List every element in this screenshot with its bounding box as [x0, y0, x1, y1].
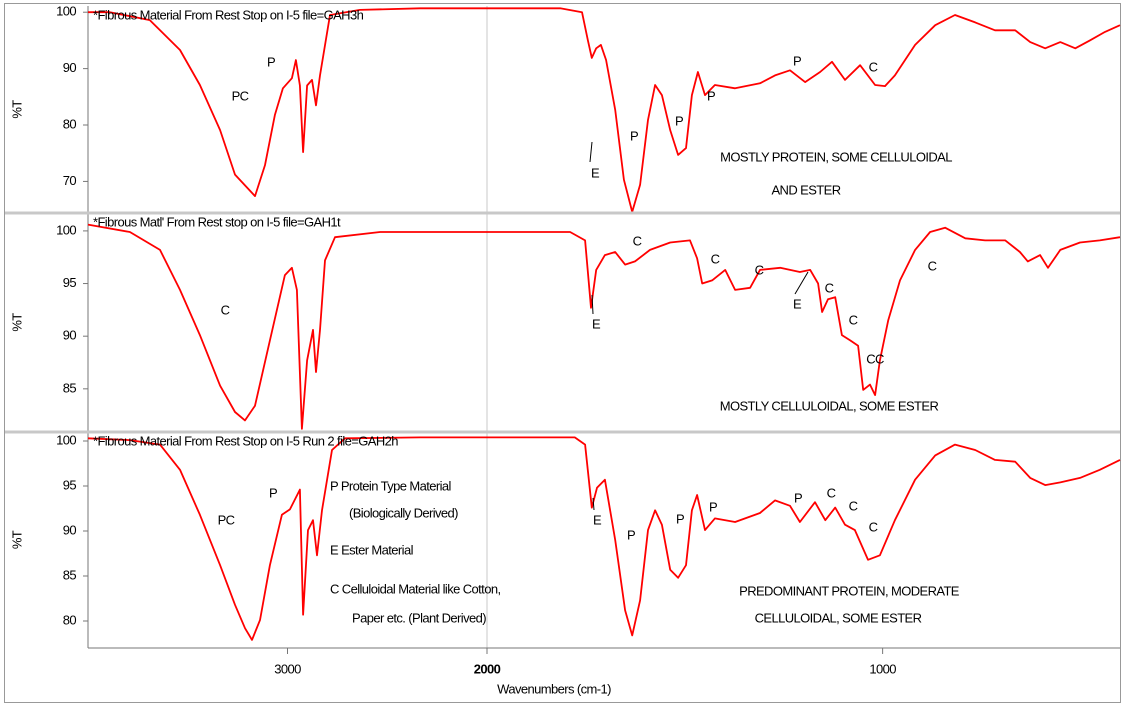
annotation: C Celluloidal Material like Cotton, [330, 581, 500, 596]
annotation: E Ester Material [330, 542, 414, 557]
annotation: C [827, 485, 836, 500]
annotation: PC [218, 512, 235, 527]
annotation: P [675, 113, 683, 128]
y-tick-label: 90 [63, 60, 77, 75]
annotation: MOSTLY PROTEIN, SOME CELLULOIDAL [720, 149, 952, 164]
leader-line [592, 497, 595, 511]
y-tick-label: 100 [56, 432, 76, 447]
y-tick-label: 95 [63, 275, 77, 290]
annotation: Paper etc. (Plant Derived) [352, 610, 486, 625]
spectrum-line [87, 223, 1121, 430]
y-tick-label: 70 [63, 173, 77, 188]
leader-line [591, 294, 594, 315]
y-tick-label: 100 [56, 222, 76, 237]
annotation: C [221, 302, 230, 317]
annotation: P [269, 485, 277, 500]
panel-title: *Fibrous Material From Rest Stop on I-5 … [93, 433, 398, 448]
annotation: AND ESTER [771, 182, 840, 197]
annotation: C [825, 280, 834, 295]
annotation: CELLULOIDAL, SOME ESTER [755, 610, 922, 625]
annotation: C [711, 251, 720, 266]
x-axis-label: Wavenumbers (cm-1) [497, 681, 611, 696]
annotation: MOSTLY CELLULOIDAL, SOME ESTER [720, 398, 939, 413]
annotation: C [869, 59, 878, 74]
annotation: (Biologically Derived) [349, 505, 458, 520]
y-axis-label: %T [9, 100, 24, 119]
y-axis-label: %T [9, 313, 24, 332]
annotation: C [849, 498, 858, 513]
x-tick-label: 2000 [474, 661, 501, 676]
spectrum-line [88, 7, 1121, 213]
leader-line [794, 271, 809, 295]
x-tick-label: 3000 [274, 661, 301, 676]
annotation: P [267, 54, 275, 69]
y-tick-label: 80 [63, 612, 77, 627]
x-tick-label: 1000 [869, 661, 896, 676]
y-tick-label: 100 [56, 4, 76, 19]
annotation: E [793, 296, 802, 311]
annotation: CC [866, 351, 884, 366]
annotation: P [709, 499, 717, 514]
leader-line [589, 141, 593, 163]
annotation: P [627, 527, 635, 542]
annotation: P [707, 88, 715, 103]
y-tick-label: 80 [63, 116, 77, 131]
annotation: E [592, 316, 601, 331]
annotation: C [869, 519, 878, 534]
panel-title: *Fibrous Matl' From Rest stop on I-5 fil… [93, 214, 341, 229]
annotation: P [630, 128, 638, 143]
annotation: E [593, 512, 602, 527]
annotation: P [676, 511, 684, 526]
y-tick-label: 90 [63, 328, 77, 343]
y-tick-label: 85 [63, 567, 77, 582]
spectrum-line [87, 436, 1121, 641]
y-tick-label: 85 [63, 380, 77, 395]
annotation: E [591, 165, 600, 180]
annotation: C [849, 312, 858, 327]
annotation: P [794, 490, 802, 505]
y-axis-label: %T [9, 530, 24, 549]
annotation: C [755, 262, 764, 277]
annotation: P Protein Type Material [330, 478, 452, 493]
frame [4, 3, 1121, 703]
y-tick-label: 90 [63, 522, 77, 537]
annotation: C [633, 233, 642, 248]
y-tick-label: 95 [63, 477, 77, 492]
annotation: P [793, 53, 801, 68]
annotation: PC [232, 88, 249, 103]
annotation: C [928, 258, 937, 273]
panel-title: *Fibrous Material From Rest Stop on I-5 … [93, 7, 364, 22]
annotation: PREDOMINANT PROTEIN, MODERATE [739, 583, 960, 598]
